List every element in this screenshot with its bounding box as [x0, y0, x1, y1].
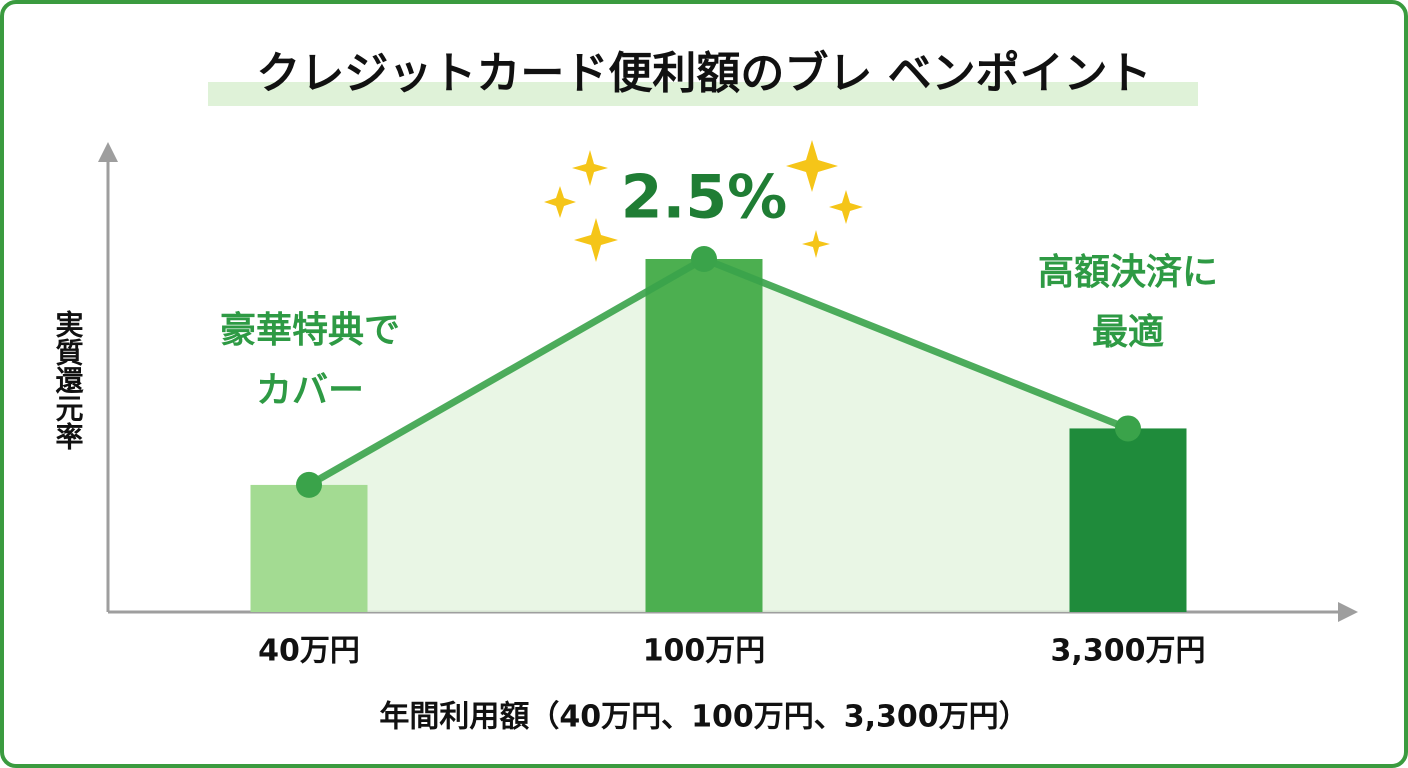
point — [1115, 415, 1141, 442]
sparkle — [574, 218, 618, 262]
sparkle — [829, 190, 863, 224]
y-axis-arrow — [98, 142, 118, 162]
annotation: カバー — [256, 370, 364, 411]
bar — [645, 259, 763, 612]
x-tick-label: 100万円 — [643, 634, 766, 669]
x-axis-arrow — [1338, 602, 1358, 622]
sparkle — [572, 150, 608, 186]
point — [296, 471, 322, 498]
x-tick-label: 40万円 — [258, 634, 360, 669]
title-highlight — [208, 82, 1198, 106]
x-axis-label: 年間利用額（40万円、100万円、3,300万円） — [379, 700, 1028, 735]
bar — [1069, 428, 1187, 612]
sparkles — [544, 140, 863, 262]
sparkle — [786, 140, 838, 192]
chart-title: クレジットカード便利額のブレ ベンポイント — [256, 48, 1151, 99]
sparkle — [802, 230, 830, 258]
point — [691, 246, 717, 272]
annotation: 最適 — [1092, 312, 1164, 353]
x-tick-label: 3,300万円 — [1051, 634, 1206, 669]
sparkle — [544, 186, 576, 218]
y-axis-label: 実質還元率 — [52, 309, 85, 450]
annotation: 高額決済に — [1038, 252, 1218, 293]
bar — [250, 484, 368, 612]
annotation: 豪華特典で — [220, 310, 400, 351]
value-label: 2.5% — [621, 163, 787, 233]
